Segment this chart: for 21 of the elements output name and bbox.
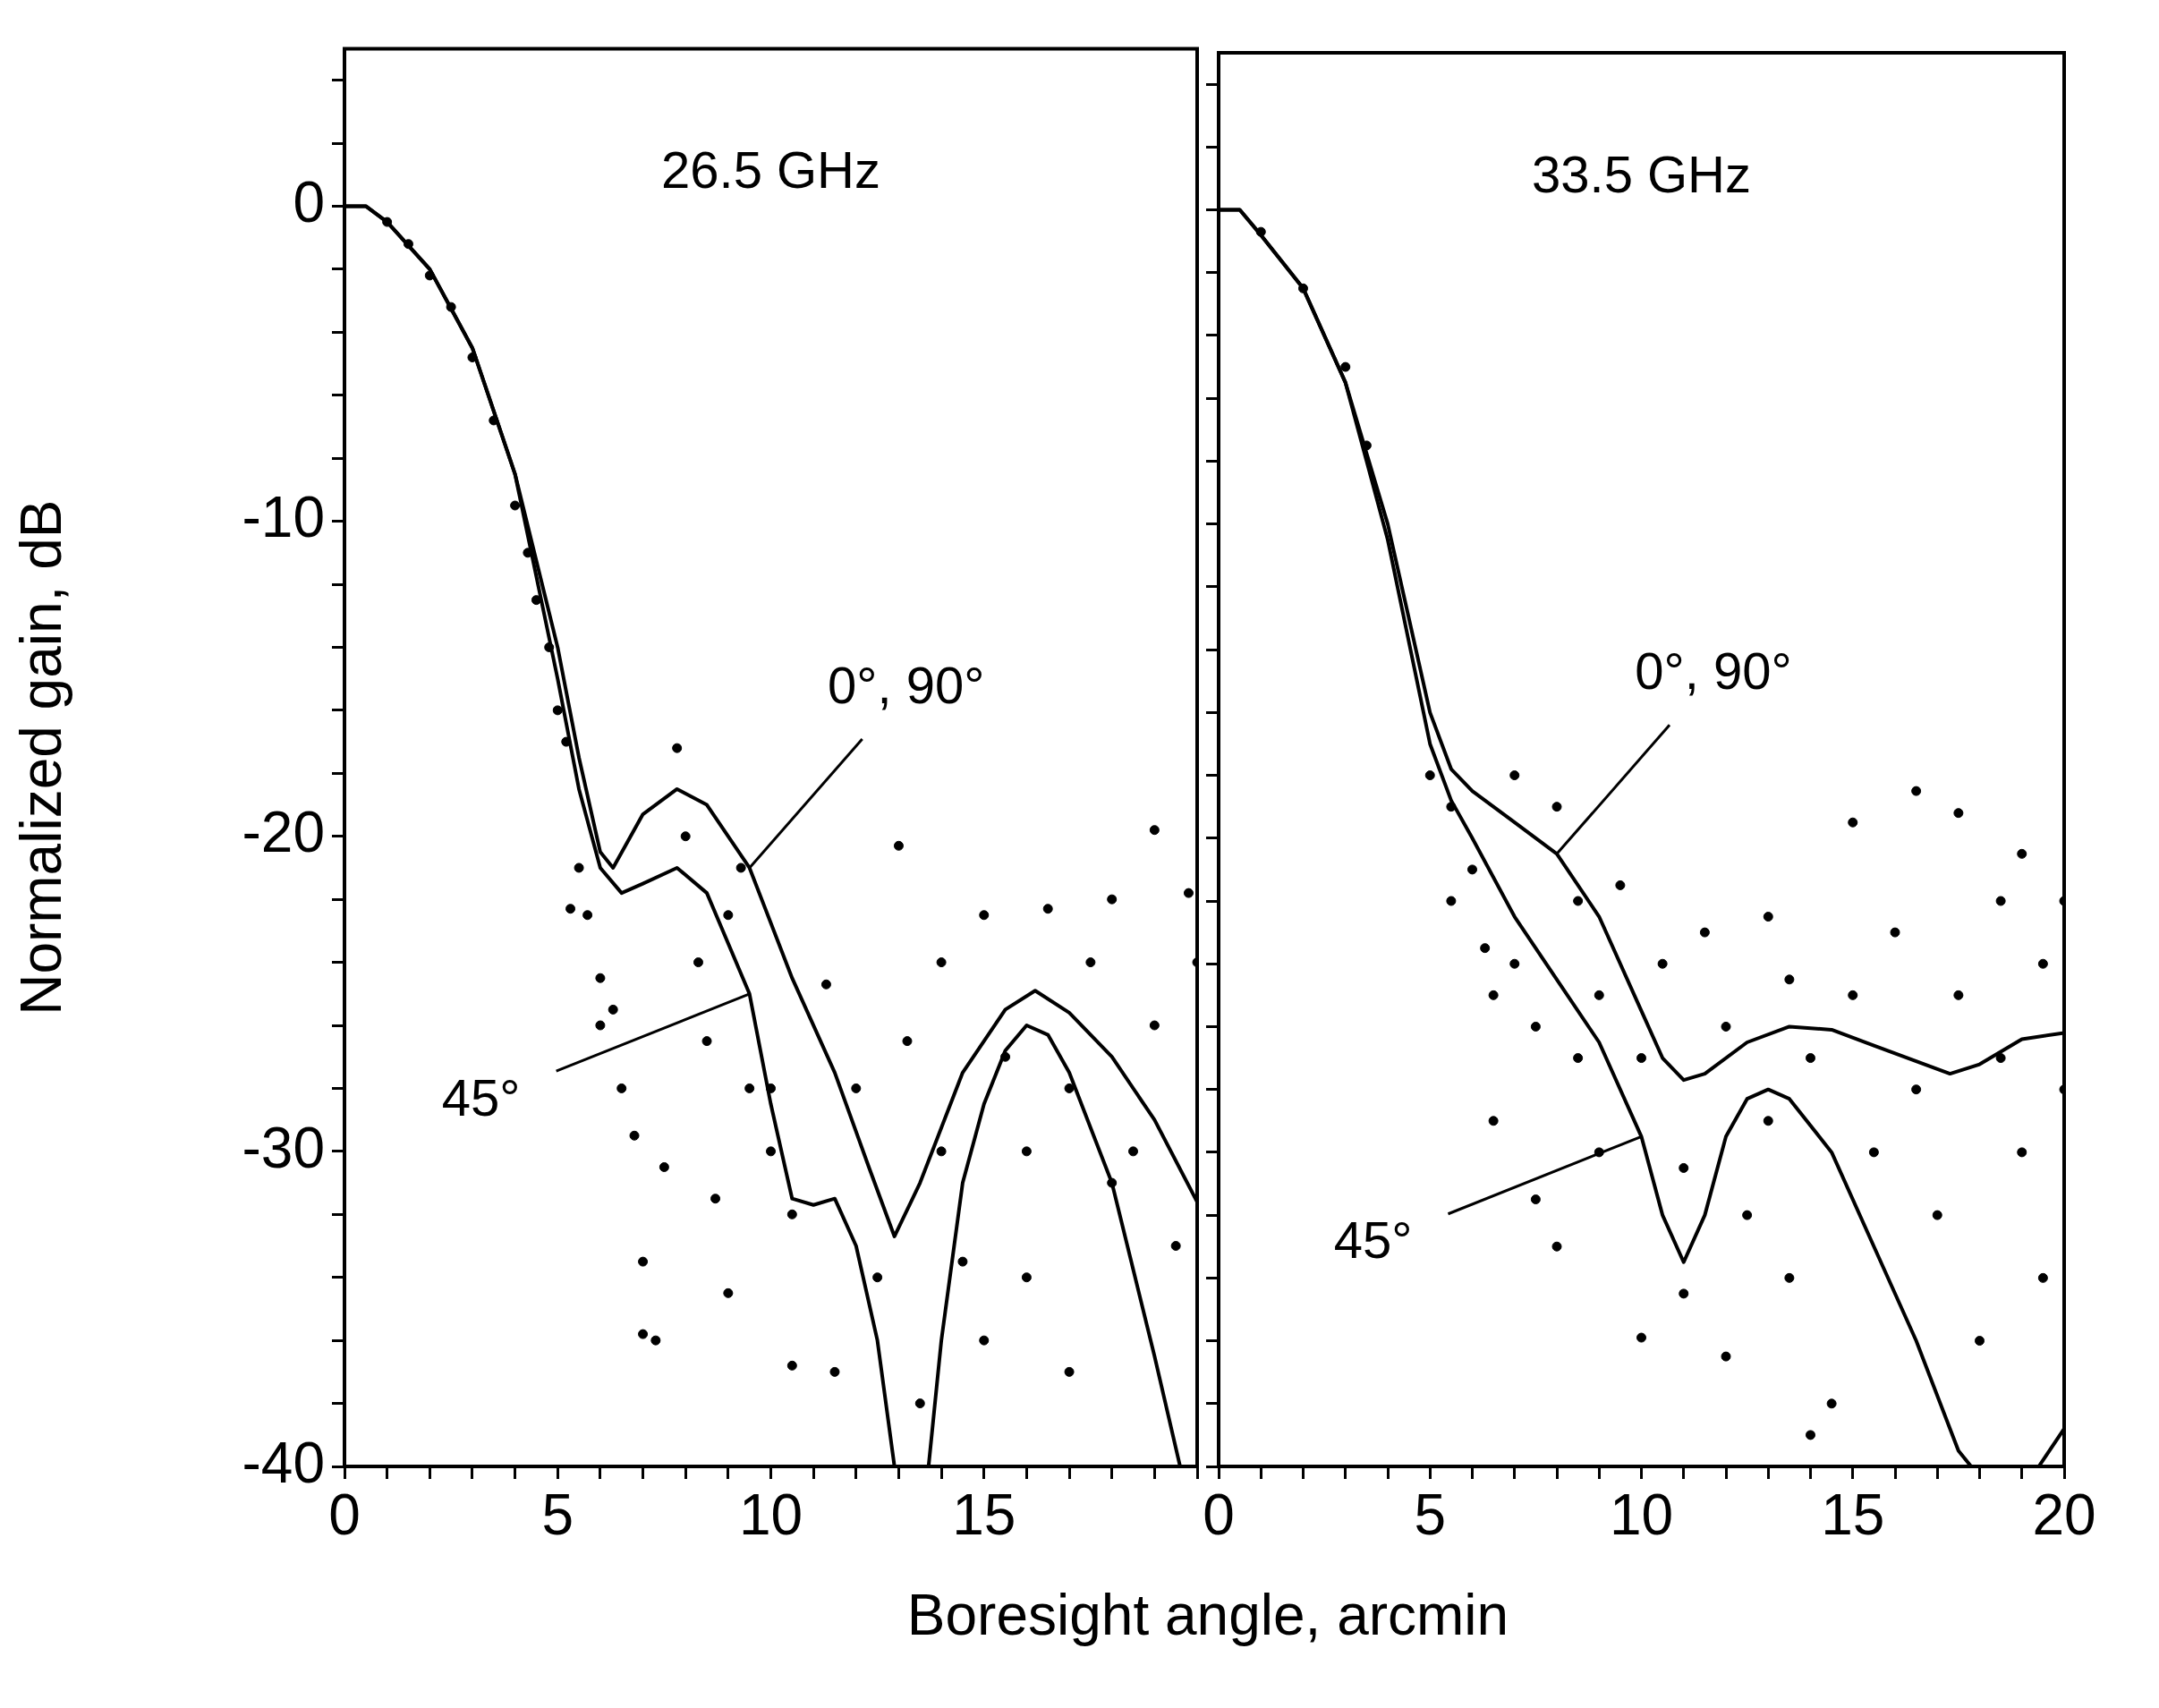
- annotation: 26.5 GHz: [661, 140, 880, 200]
- y-tick-label: -20: [242, 800, 325, 865]
- y-tick-label: 0: [293, 170, 325, 235]
- annotation: 45°: [441, 1067, 521, 1126]
- x-tick-label: 10: [1609, 1483, 1674, 1548]
- annotation: 45°: [1333, 1211, 1413, 1270]
- x-tick-label: 10: [738, 1483, 803, 1548]
- x-tick-label: 5: [541, 1483, 574, 1548]
- x-tick-label: 15: [1821, 1483, 1885, 1548]
- x-tick-label: 15: [952, 1483, 1016, 1548]
- annotation: 0°, 90°: [1635, 642, 1792, 701]
- annotation: 33.5 GHz: [1532, 145, 1751, 203]
- x-tick-label: 20: [2032, 1483, 2096, 1548]
- y-tick-label: -40: [242, 1430, 325, 1495]
- x-tick-label: 0: [1203, 1483, 1235, 1548]
- y-tick-label: -10: [242, 485, 325, 550]
- y-tick-label: -30: [242, 1115, 325, 1180]
- x-axis-title: Boresight angle, arcmin: [905, 1582, 1510, 1648]
- y-axis-title: Normalized gain, dB: [9, 499, 74, 1015]
- x-tick-label: 5: [1414, 1483, 1447, 1548]
- annotation: 0°, 90°: [827, 655, 985, 714]
